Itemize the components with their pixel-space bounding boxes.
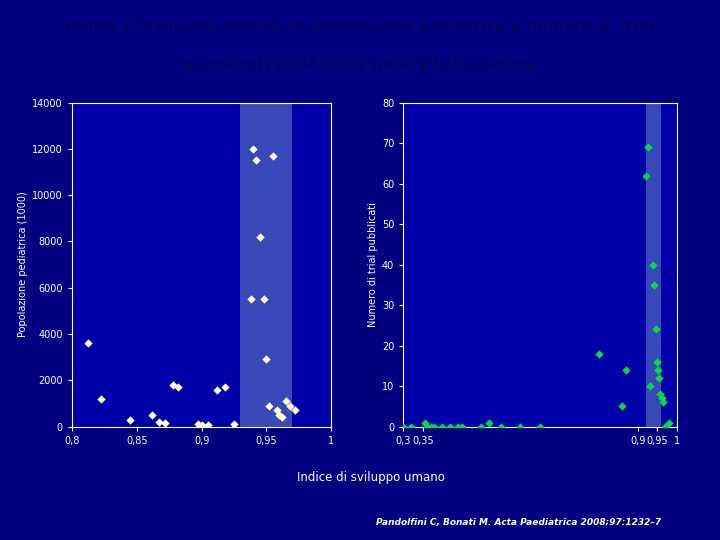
Point xyxy=(654,390,666,399)
Point xyxy=(654,374,665,382)
Point xyxy=(289,406,301,415)
Point xyxy=(421,422,433,431)
Point xyxy=(276,413,288,422)
Text: Indice di sviluppo umano vs populazione pediatrica e numero di trial: Indice di sviluppo umano vs populazione … xyxy=(66,19,654,34)
Point xyxy=(644,382,656,390)
Point xyxy=(254,233,266,241)
Point xyxy=(192,420,204,429)
Text: Pandolfini C, Bonati M. Acta Paediatrica 2008;97:1232–7: Pandolfini C, Bonati M. Acta Paediatrica… xyxy=(376,518,661,527)
Point xyxy=(657,398,669,407)
Point xyxy=(125,415,136,424)
Point xyxy=(280,397,292,406)
Point xyxy=(649,281,660,289)
Point xyxy=(212,385,223,394)
Point xyxy=(95,395,107,403)
Point xyxy=(261,355,272,364)
Bar xyxy=(240,103,292,427)
Point xyxy=(660,422,671,431)
Point xyxy=(515,422,526,431)
Point xyxy=(251,156,262,165)
Point xyxy=(495,422,507,431)
Point xyxy=(616,402,628,411)
Point xyxy=(219,383,230,391)
Point xyxy=(641,171,652,180)
Point xyxy=(248,145,259,153)
Point xyxy=(160,419,171,428)
Point xyxy=(425,422,436,431)
Point xyxy=(173,383,184,391)
Point xyxy=(650,325,662,334)
Point xyxy=(196,421,207,430)
Point xyxy=(274,411,285,420)
Point xyxy=(593,349,604,358)
Point xyxy=(271,406,282,415)
Point xyxy=(652,366,664,374)
Point xyxy=(436,422,448,431)
Point xyxy=(476,422,487,431)
Point xyxy=(620,366,631,374)
Bar xyxy=(646,103,661,427)
Point xyxy=(642,143,654,152)
Point xyxy=(656,394,667,403)
Point xyxy=(397,422,409,431)
Point xyxy=(663,418,675,427)
Point xyxy=(284,401,295,410)
Y-axis label: Numero di trial pubblicati: Numero di trial pubblicati xyxy=(368,202,377,327)
Point xyxy=(264,401,275,410)
Point xyxy=(483,418,495,427)
Point xyxy=(82,339,94,348)
Point xyxy=(228,420,240,429)
Point xyxy=(267,152,279,160)
Point xyxy=(452,422,464,431)
Point xyxy=(652,357,663,366)
Point xyxy=(405,422,417,431)
Point xyxy=(444,422,456,431)
Text: pubblicati 2004-2007 nelle 27-UE nazioni: pubblicati 2004-2007 nelle 27-UE nazioni xyxy=(184,58,536,73)
Point xyxy=(419,418,431,427)
Point xyxy=(534,422,546,431)
Point xyxy=(147,411,158,420)
Point xyxy=(153,417,165,426)
Point xyxy=(258,295,269,303)
Point xyxy=(428,422,440,431)
Y-axis label: Popolazione pediatrica (1000): Popolazione pediatrica (1000) xyxy=(18,192,28,338)
Point xyxy=(202,421,214,430)
Point xyxy=(456,422,467,431)
Point xyxy=(647,260,659,269)
Point xyxy=(167,381,179,389)
Text: Indice di sviluppo umano: Indice di sviluppo umano xyxy=(297,471,445,484)
Point xyxy=(245,295,256,303)
